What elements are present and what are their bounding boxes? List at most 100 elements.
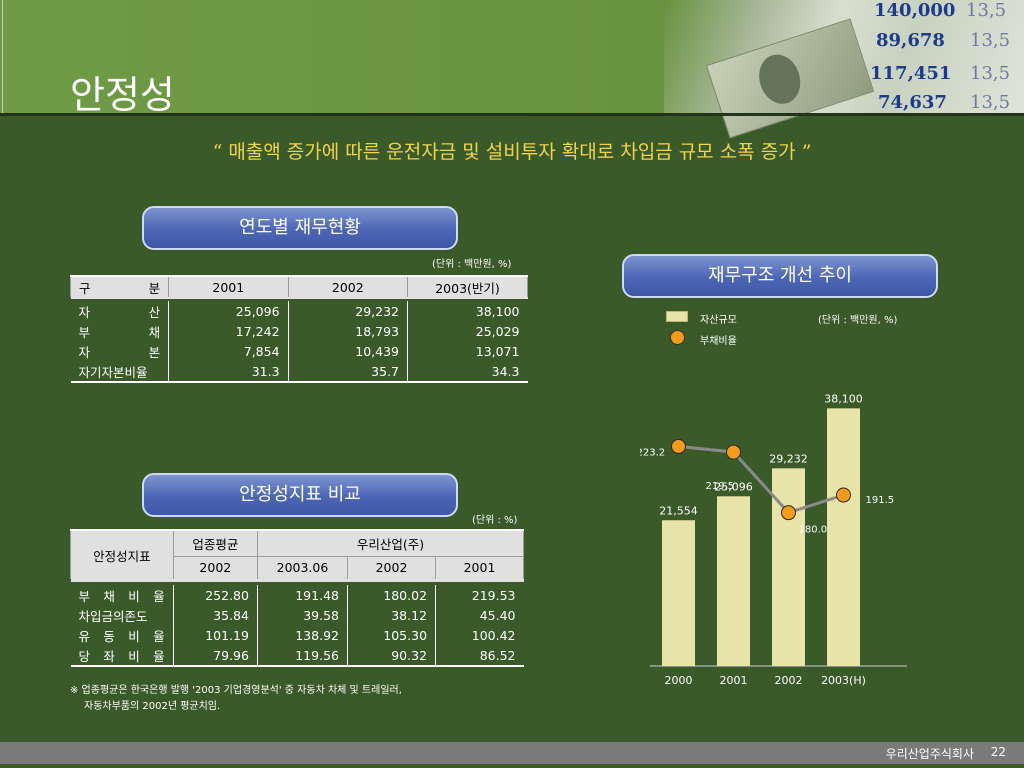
table-row: 부 채 17,242 18,793 25,029 [70,321,528,341]
row-label: 자 산 [78,304,161,320]
x-tick-label: 2001 [720,674,748,687]
cell-value: 39.58 [257,605,348,625]
cell-value: 35.84 [173,605,258,625]
line-point [836,487,851,503]
cell-value: 79.96 [173,645,258,666]
stability-table: 안정성지표 업종평균 우리산업(주) 2002 2003.06 2002 200… [70,529,525,667]
header-cell: 2001 [435,555,524,583]
line-data-label: 223.2 [640,447,665,458]
line-data-label: 191.5 [866,495,895,506]
cell-value: 138.92 [257,625,348,645]
header-cell: 안정성지표 [70,529,174,583]
header-cell: 2003(반기) [407,275,528,300]
cell-value: 34.3 [491,363,520,379]
company-name: 우리산업주식회사 [885,747,974,761]
financial-table-heading: 연도별 재무현황 [142,206,458,250]
row-label: 차입금의존도 [78,608,148,624]
financial-table-unit: (단위 : 백만원, %) [432,259,512,270]
row-label: 유 동 비 율 [78,628,165,644]
header-cell: 2002 [346,555,437,583]
cell-value: 252.80 [173,582,258,605]
cell-value: 25,096 [168,299,289,321]
header-number: 117,451 [870,63,952,84]
header-number: 13,5 [966,0,1007,21]
cell-value: 180.02 [347,582,437,605]
table-row: 유 동 비 율 101.19 138.92 105.30 100.42 [70,625,524,645]
legend-label: 부채비율 [700,336,737,347]
cell-value: 86.52 [479,647,516,663]
table-row: 자기자본비율 31.3 35.7 34.3 [70,361,528,382]
line-data-label: 180.0 [799,525,828,536]
cell-value: 25,029 [475,323,520,339]
cell-value: 35.7 [288,361,409,382]
header-cell: 구 분 [69,275,170,300]
bar-data-label: 21,554 [659,504,698,517]
bar-data-label: 25,096 [714,480,753,493]
legend-bar-swatch [666,311,688,322]
footnote-line: ※ 업종평균은 한국은행 발행 '2003 기업경영분석' 중 자동차 차체 및… [70,685,402,696]
chart-unit: (단위 : 백만원, %) [818,315,898,326]
page-subtitle: “ 매출액 증가에 따른 운전자금 및 설비투자 확대로 차입금 규모 소폭 증… [212,141,812,163]
header-cell: 업종평균 [172,529,258,557]
header-cell: 2002 [172,555,258,583]
x-tick-label: 2000 [665,674,693,687]
legend-label: 자산규모 [700,315,737,326]
header-cell: 우리산업(주) [256,529,525,557]
header-number: 13,5 [970,30,1011,51]
cell-value: 31.3 [168,361,289,382]
header-cell: 2002 [287,275,409,300]
line-data-label: 219.5 [706,481,735,492]
header-cell: 2001 [168,275,289,300]
header-banner: 140,000 89,678 117,451 74,637 13,5 13,5 … [0,0,1024,139]
bar-data-label: 29,232 [769,452,808,465]
financial-table: 구 분 2001 2002 2003(반기) 자 산 25,096 29,232… [69,275,528,383]
header-divider [2,0,3,113]
line-point [726,444,741,460]
table-row: 자 산 25,096 29,232 38,100 [70,299,528,321]
row-label: 당 좌 비 율 [78,648,165,664]
header-number: 140,000 [874,0,956,21]
cell-value: 191.48 [257,582,348,605]
cell-value: 7,854 [168,341,289,361]
x-tick-label: 2003(H) [821,674,866,687]
cell-value: 105.30 [347,625,437,645]
cell-value: 29,232 [288,299,409,321]
chart-heading: 재무구조 개선 추이 [622,254,938,298]
table-row: 당 좌 비 율 79.96 119.56 90.32 86.52 [70,645,524,666]
bar [717,496,750,666]
stability-table-heading: 안정성지표 비교 [142,473,458,517]
header-cell: 2003.06 [256,555,348,583]
stability-table-unit: (단위 : %) [472,515,518,526]
money-photo: 140,000 89,678 117,451 74,637 13,5 13,5 … [664,0,1024,139]
footnote: ※ 업종평균은 한국은행 발행 '2003 기업경영분석' 중 자동차 차체 및… [70,683,402,715]
cell-value: 13,071 [475,343,520,359]
line-point [671,438,686,454]
cell-value: 45.40 [479,607,516,623]
footer-strip [0,764,1024,768]
cell-value: 100.42 [471,627,516,643]
header-underline [0,113,1024,116]
cell-value: 38,100 [475,303,520,319]
bar [662,520,695,666]
cell-value: 119.56 [257,645,348,666]
page-number: 22 [990,745,1006,759]
page-title: 안정성 [70,73,175,117]
row-label: 자기자본비율 [78,364,148,380]
header-number: 89,678 [876,30,945,51]
x-tick-label: 2002 [775,674,803,687]
table-row: 차입금의존도 35.84 39.58 38.12 45.40 [70,605,524,625]
table-row: 부 채 비 율 252.80 191.48 180.02 219.53 [70,582,524,605]
row-label: 부 채 [78,324,161,340]
table-row: 자 본 7,854 10,439 13,071 [70,341,528,361]
asset-debt-chart: 21,554 2000 25,096 2001 29,232 2002 38,100 2003… [640,392,907,687]
dollar-bill-image [705,18,875,139]
cell-value: 38.12 [347,605,437,625]
legend-line-marker [670,330,685,345]
cell-value: 17,242 [168,321,289,341]
cell-value: 219.53 [471,587,516,603]
footer-bar: 우리산업주식회사 22 [0,742,1024,764]
line-point [781,505,796,521]
header-number: 13,5 [970,92,1011,113]
debt-ratio-line [678,444,844,515]
cell-value: 10,439 [288,341,409,361]
